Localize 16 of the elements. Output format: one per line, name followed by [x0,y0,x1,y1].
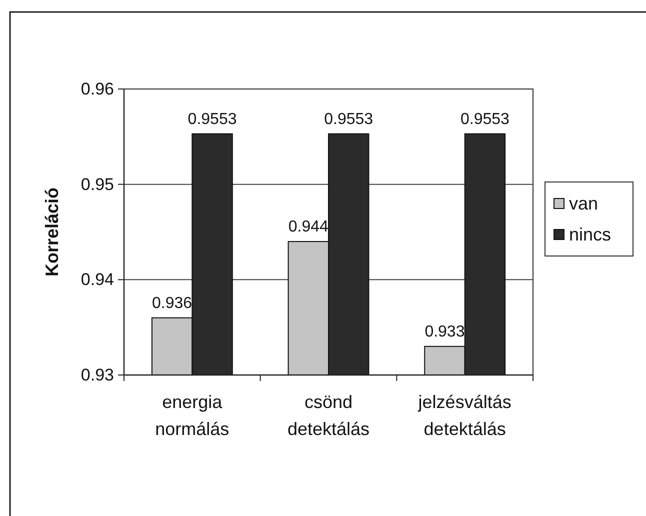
data-label: 0.933 [424,323,465,340]
data-label: 0.944 [288,218,329,236]
y-axis-title: Korreláció [42,187,62,277]
legend-label: van [569,194,598,214]
data-label: 0.9553 [324,110,374,128]
y-tick-label: 0.96 [80,80,114,98]
x-tick-label: csönd detektálás [287,392,370,439]
data-label: 0.936 [152,294,192,312]
x-tick-label: jelzésváltás detektálás [417,392,512,439]
y-tick-label: 0.93 [80,366,114,384]
y-tick-label: 0.95 [80,174,114,194]
data-label: 0.9553 [460,110,510,128]
x-tick-label: energia normálás [155,392,230,439]
legend-label: nincs [569,224,612,244]
y-tick-label: 0.94 [80,270,114,290]
data-label: 0.9553 [188,110,237,128]
